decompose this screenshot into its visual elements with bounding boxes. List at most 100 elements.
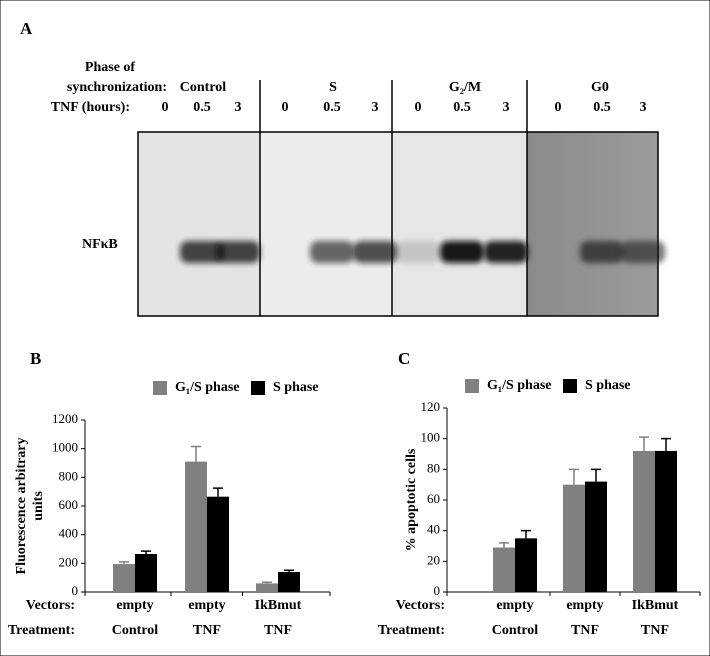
- error-bar: [141, 550, 151, 555]
- y-tick-label: 800: [59, 468, 79, 483]
- legend-label: G₁/S phase: [487, 378, 552, 393]
- legend-swatch: [465, 379, 479, 393]
- row-label: Treatment:: [8, 623, 75, 638]
- time-label: 3: [640, 100, 647, 115]
- error-bar: [191, 445, 201, 462]
- gel-band: [396, 241, 440, 263]
- y-tick-label: 40: [427, 522, 440, 537]
- bar: [278, 571, 300, 592]
- y-tick-label: 200: [59, 554, 79, 569]
- gel-lane-group: [392, 132, 527, 316]
- bar: [135, 554, 157, 592]
- y-axis-label-line: Fluorescence arbitrary: [14, 438, 29, 575]
- legend-label: S phase: [273, 380, 319, 395]
- time-label: 0: [415, 100, 422, 115]
- treatment-label: TNF: [571, 623, 599, 638]
- y-tick-label: 1000: [52, 440, 78, 455]
- time-label: 0.5: [323, 100, 341, 115]
- gel-band: [180, 241, 224, 263]
- vector-label: IkBmut: [632, 598, 679, 613]
- error-bar: [591, 468, 601, 482]
- gel-border: [137, 131, 659, 317]
- bar: [655, 450, 677, 592]
- group-name: Control: [180, 80, 227, 95]
- gel-band: [353, 241, 397, 263]
- group-name: G0: [591, 80, 609, 95]
- legend-label: S phase: [585, 378, 631, 393]
- treatment-label: TNF: [193, 623, 221, 638]
- legend-swatch: [153, 381, 167, 395]
- band-label: NFκB: [82, 237, 118, 252]
- bar: [563, 484, 585, 592]
- phase-label: Phase of: [85, 60, 136, 75]
- y-axis-label-line: % apoptotic cells: [404, 448, 419, 551]
- time-label: 3: [235, 100, 242, 115]
- time-label: 0.5: [453, 100, 471, 115]
- vector-label: IkBmut: [255, 598, 302, 613]
- bar: [207, 496, 229, 592]
- bar: [256, 583, 278, 592]
- time-label: 3: [372, 100, 379, 115]
- phase-label: synchronization:: [67, 80, 167, 95]
- y-tick-label: 100: [421, 430, 441, 445]
- y-tick-label: 0: [72, 583, 79, 598]
- dividers: [259, 80, 528, 316]
- legend-swatch: [563, 379, 577, 393]
- bar: [493, 547, 515, 592]
- gel-band: [621, 241, 665, 263]
- error-bar: [521, 529, 531, 539]
- y-axis-label: Fluorescence arbitrary units: [14, 438, 46, 575]
- bar: [585, 481, 607, 592]
- y-tick-label: 80: [427, 460, 440, 475]
- time-label: 0: [162, 100, 169, 115]
- treatment-label: TNF: [641, 623, 669, 638]
- error-bar: [213, 487, 223, 497]
- error-bar: [284, 569, 294, 572]
- vector-label: empty: [188, 598, 225, 613]
- treatment-label: Control: [112, 623, 159, 638]
- error-bar: [639, 436, 649, 451]
- bar: [113, 564, 135, 592]
- y-tick-label: 600: [59, 497, 79, 512]
- vector-label: empty: [116, 598, 153, 613]
- y-tick-label: 400: [59, 526, 79, 541]
- row-label: Vectors:: [26, 598, 75, 613]
- gel-band: [440, 241, 484, 263]
- panel-label: A: [20, 19, 33, 38]
- y-tick-label: 120: [421, 399, 441, 414]
- panel-label: C: [398, 349, 410, 368]
- vector-label: empty: [566, 598, 603, 613]
- row-label: Treatment:: [378, 623, 445, 638]
- gel-lane-group: [138, 132, 260, 316]
- y-tick-label: 20: [427, 552, 440, 567]
- gel-band: [484, 241, 528, 263]
- gel-lane-group: [260, 132, 392, 316]
- vector-label: empty: [496, 598, 533, 613]
- y-tick-label: 60: [427, 491, 440, 506]
- gel-band: [310, 241, 354, 263]
- group-name: S: [329, 80, 337, 95]
- y-axis-label: % apoptotic cells: [404, 448, 419, 551]
- treatment-label: Control: [492, 623, 539, 638]
- y-tick-label: 0: [434, 583, 441, 598]
- bar: [515, 538, 537, 592]
- y-tick-label: 1200: [52, 411, 78, 426]
- bar: [185, 461, 207, 592]
- error-bar: [262, 581, 272, 584]
- legend-swatch: [251, 381, 265, 395]
- row-label: Vectors:: [396, 598, 445, 613]
- time-label: 0.5: [193, 100, 211, 115]
- panel-label: B: [30, 349, 41, 368]
- error-bar: [569, 468, 579, 485]
- time-label: 0.5: [593, 100, 611, 115]
- time-label: 0: [282, 100, 289, 115]
- bar: [633, 450, 655, 592]
- error-bar: [119, 561, 129, 565]
- time-label: 3: [503, 100, 510, 115]
- gel-lane-group: [527, 132, 658, 316]
- gel-band: [216, 241, 260, 263]
- error-bar: [499, 542, 509, 548]
- group-name: G₂/M: [449, 80, 481, 95]
- y-axis-label-line: units: [31, 491, 46, 521]
- tnf-label: TNF (hours):: [51, 100, 130, 115]
